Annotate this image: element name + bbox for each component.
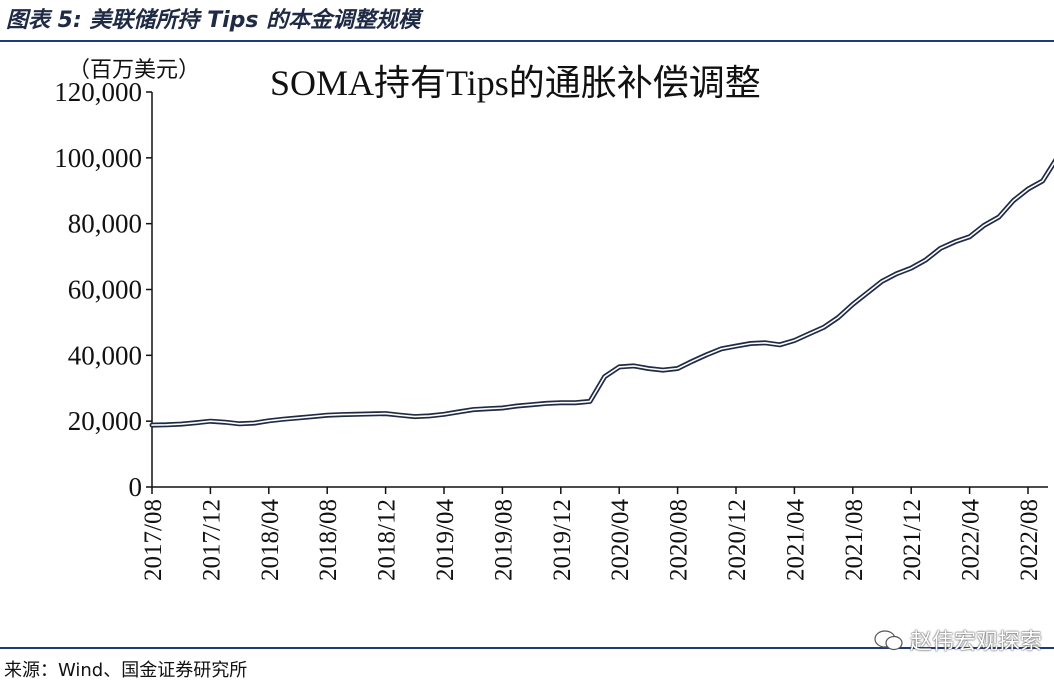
x-tick-label: 2019/04 (432, 499, 459, 581)
x-tick-label: 2021/08 (841, 499, 868, 581)
y-tick-label: 60,000 (68, 275, 142, 305)
y-axis-ticks: 0 20,000 40,000 60,000 80,000 100,000 120,000 (54, 77, 152, 502)
chart-axes (151, 92, 1048, 488)
figure-title: 图表 5: 美联储所持 Tips 的本金调整规模 (6, 8, 421, 33)
wechat-icon (874, 630, 903, 651)
x-tick-label: 2019/12 (549, 499, 576, 581)
y-tick-label: 80,000 (68, 209, 142, 239)
x-tick-label: 2019/08 (490, 499, 517, 581)
x-tick-label: 2020/12 (724, 499, 751, 581)
x-tick-label: 2021/12 (899, 499, 926, 581)
y-tick-label: 20,000 (68, 406, 142, 436)
x-tick-label: 2020/04 (607, 499, 634, 581)
y-tick-label: 40,000 (68, 340, 142, 370)
x-tick-label: 2018/04 (257, 499, 284, 581)
x-tick-label: 2018/12 (374, 499, 401, 581)
y-tick-label: 0 (129, 472, 143, 502)
x-tick-label: 2022/08 (1016, 499, 1043, 581)
chart: （百万美元） SOMA持有Tips的通胀补偿调整 0 20,000 40,000 60… (54, 58, 1054, 581)
x-tick-label: 2022/04 (958, 499, 985, 581)
y-tick-label: 120,000 (54, 77, 142, 107)
watermark-text: 赵伟宏观探索 (909, 630, 1042, 655)
x-tick-label: 2021/04 (782, 499, 809, 581)
top-rule (0, 40, 1054, 42)
x-tick-label: 2017/08 (140, 499, 167, 581)
source-note: 来源：Wind、国金证券研究所 (4, 660, 248, 681)
x-tick-label: 2020/08 (666, 499, 693, 581)
series-line-outer (149, 158, 1054, 428)
x-tick-label: 2017/12 (198, 499, 225, 581)
chart-title: SOMA持有Tips的通胀补偿调整 (270, 63, 761, 103)
unit-label: （百万美元） (68, 58, 200, 83)
x-axis-ticks: 2017/08 2017/12 2018/04 2018/08 2018/12 2019/… (140, 487, 1043, 581)
series-line-inner (151, 161, 1054, 426)
x-tick-label: 2018/08 (315, 499, 342, 581)
series-group (149, 158, 1054, 428)
bottom-rule (0, 647, 1054, 649)
y-tick-label: 100,000 (54, 143, 142, 173)
watermark: 赵伟宏观探索 (874, 624, 1042, 656)
